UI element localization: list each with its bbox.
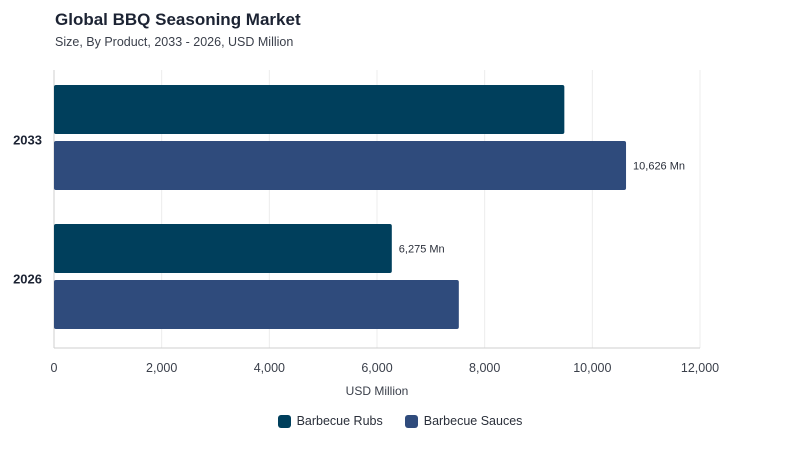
legend-item-barbecue-rubs[interactable]: Barbecue Rubs — [277, 414, 383, 428]
bar-chart: 0 2,000 4,000 6,000 8,000 10,000 12,000 USD Mil… — [13, 70, 719, 398]
x-tick-label: 6,000 — [361, 361, 392, 375]
chart-title: Global BBQ Seasoning Market — [55, 10, 301, 29]
bar-barbecue-rubs-2033 — [54, 85, 565, 134]
legend-swatch-barbecue-sauces — [404, 414, 418, 428]
x-tick-label: 4,000 — [254, 361, 285, 375]
data-label: 10,626 Mn — [633, 161, 685, 173]
x-tick-label: 12,000 — [681, 361, 719, 375]
bar-barbecue-sauces-2033 — [54, 141, 627, 190]
legend-label-barbecue-rubs: Barbecue Rubs — [296, 414, 383, 428]
x-tick-label: 0 — [51, 361, 58, 375]
category-label-2033: 2033 — [13, 133, 42, 148]
x-axis-title: USD Million — [346, 384, 409, 398]
x-tick-label: 2,000 — [146, 361, 177, 375]
legend-item-barbecue-sauces[interactable]: Barbecue Sauces — [404, 414, 523, 428]
legend-label-barbecue-sauces: Barbecue Sauces — [423, 414, 523, 428]
legend-swatch-barbecue-rubs — [277, 414, 291, 428]
legend: Barbecue Rubs Barbecue Sauces — [0, 414, 800, 428]
x-tick-label: 10,000 — [573, 361, 611, 375]
chart-subtitle: Size, By Product, 2033 - 2026, USD Milli… — [55, 35, 294, 49]
category-label-2026: 2026 — [13, 272, 42, 287]
bar-barbecue-rubs-2026 — [54, 224, 392, 273]
bar-barbecue-sauces-2026 — [54, 280, 459, 329]
data-label: 6,275 Mn — [399, 244, 445, 256]
x-tick-label: 8,000 — [469, 361, 500, 375]
